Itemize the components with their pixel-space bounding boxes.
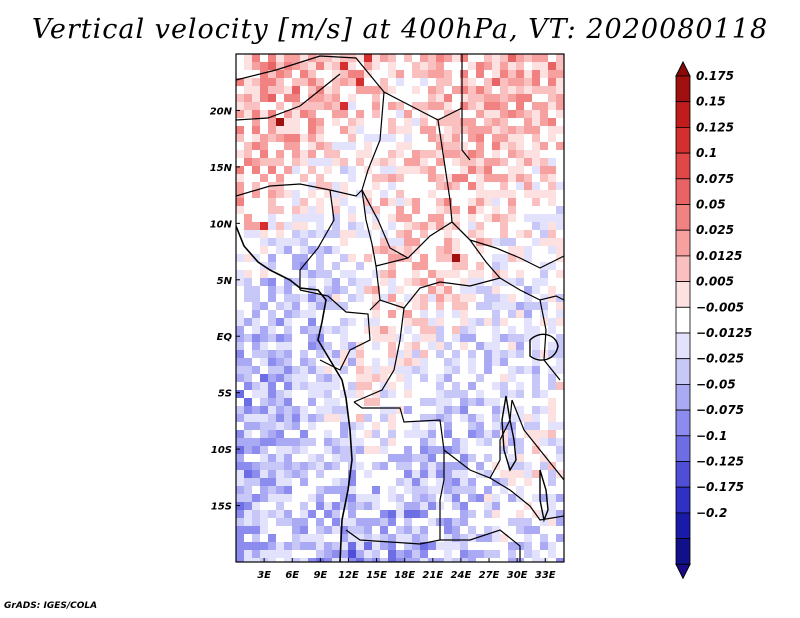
car-border [375, 221, 502, 309]
colorbar-segment [675, 486, 691, 514]
colorbar-segment [675, 152, 691, 180]
grads-credit: GrADS: IGES/COLA [4, 601, 98, 611]
colorbar-segment [675, 204, 691, 231]
lat-tick-label: 15N [210, 163, 233, 174]
colorbar-segment [675, 512, 691, 540]
chart-title: Vertical velocity [m/s] at 400hPa, VT: 2… [31, 14, 769, 45]
nigeria-cameroon-border [299, 189, 335, 290]
colorbar-label: 0.005 [696, 275, 734, 289]
colorbar-label: 0.125 [696, 120, 734, 134]
colorbar-segment [675, 383, 691, 411]
lat-tick-label: 20N [210, 106, 233, 117]
lon-tick-label: 18E [394, 570, 415, 581]
congo-drc-border [353, 307, 405, 403]
latitude-labels: 20N 15N 10N 5N EQ 5S 10S 15S [210, 106, 240, 513]
colorbar-segment [675, 281, 691, 308]
cameroon-chad-border [361, 189, 381, 311]
egypt-sudan-border [461, 54, 471, 161]
colorbar-label: −0.125 [696, 455, 744, 469]
colorbar-label: −0.2 [696, 506, 727, 520]
lat-tick-label: 10S [211, 445, 232, 456]
gabon-border [299, 289, 371, 371]
colorbar-segment [675, 127, 691, 154]
lake-victoria [529, 333, 559, 361]
colorbar-segment [675, 332, 691, 360]
country-borders [236, 54, 564, 562]
colorbar-segment [675, 306, 691, 334]
colorbar-label: −0.05 [696, 377, 736, 391]
coastline [236, 225, 353, 562]
lake-tanganyika [501, 395, 517, 472]
colorbar: 0.175 0.15 0.125 0.1 0.075 0.05 0.025 0.0125 0.0… [675, 60, 752, 580]
colorbar-segment [675, 461, 691, 488]
colorbar-label: 0.075 [696, 172, 734, 186]
lon-tick-label: 21E [422, 570, 443, 581]
colorbar-segment [675, 255, 691, 282]
drc-angola-border [353, 399, 513, 479]
colorbar-segment [675, 409, 691, 437]
uganda-kenya-border [539, 299, 561, 381]
map-frame-border [235, 53, 565, 563]
colorbar-label: 0.0125 [696, 249, 742, 263]
lake-malawi [539, 469, 549, 523]
lon-tick-label: 6E [285, 570, 299, 581]
colorbar-segment [675, 229, 691, 257]
lon-tick-label: 27E [479, 570, 500, 581]
colorbar-label: 0.175 [696, 69, 734, 83]
colorbar-label: 0.05 [696, 198, 726, 212]
colorbar-segment [675, 538, 691, 565]
algeria-niger-border [236, 73, 341, 121]
lat-tick-label: 5S [218, 389, 232, 400]
colorbar-label: 0.025 [696, 223, 734, 237]
colorbar-segment [675, 435, 691, 462]
colorbar-label: −0.175 [696, 480, 744, 494]
colorbar-label: −0.005 [696, 300, 744, 314]
colorbar-bottom-arrow [675, 563, 691, 580]
zambia-east-border [489, 477, 564, 521]
botswana-border [440, 529, 521, 562]
velocity-field [236, 54, 564, 562]
colorbar-label: −0.0125 [696, 326, 752, 340]
lon-tick-label: 12E [338, 570, 359, 581]
lat-tick-label: 5N [217, 276, 233, 287]
sudan-southsudan-border [469, 239, 564, 269]
colorbar-segment [675, 101, 691, 128]
colorbar-label: 0.1 [696, 146, 717, 160]
lat-tick-label: 15S [211, 502, 232, 513]
niger-nigeria-border [236, 183, 363, 197]
longitude-labels: 3E 6E 9E 12E 15E 18E 21E 24E 27E 30E 33E [257, 558, 556, 581]
lat-tick-label: EQ [217, 332, 233, 343]
colorbar-segment [675, 358, 691, 385]
colorbar-label: −0.1 [696, 429, 727, 443]
colorbar-segment [675, 75, 691, 103]
colorbar-top-arrow [675, 60, 691, 77]
colorbar-label: −0.075 [696, 403, 744, 417]
colorbar-label: −0.025 [696, 352, 744, 366]
lon-tick-label: 9E [313, 570, 327, 581]
lon-tick-label: 3E [257, 570, 271, 581]
tanzania-border [511, 399, 564, 481]
lon-tick-label: 15E [366, 570, 387, 581]
colorbar-segment [675, 178, 691, 205]
lon-tick-label: 33E [535, 570, 556, 581]
lon-tick-label: 30E [507, 570, 528, 581]
lat-tick-label: 10N [210, 219, 233, 230]
colorbar-label: 0.15 [696, 95, 726, 109]
lon-tick-label: 24E [451, 570, 472, 581]
